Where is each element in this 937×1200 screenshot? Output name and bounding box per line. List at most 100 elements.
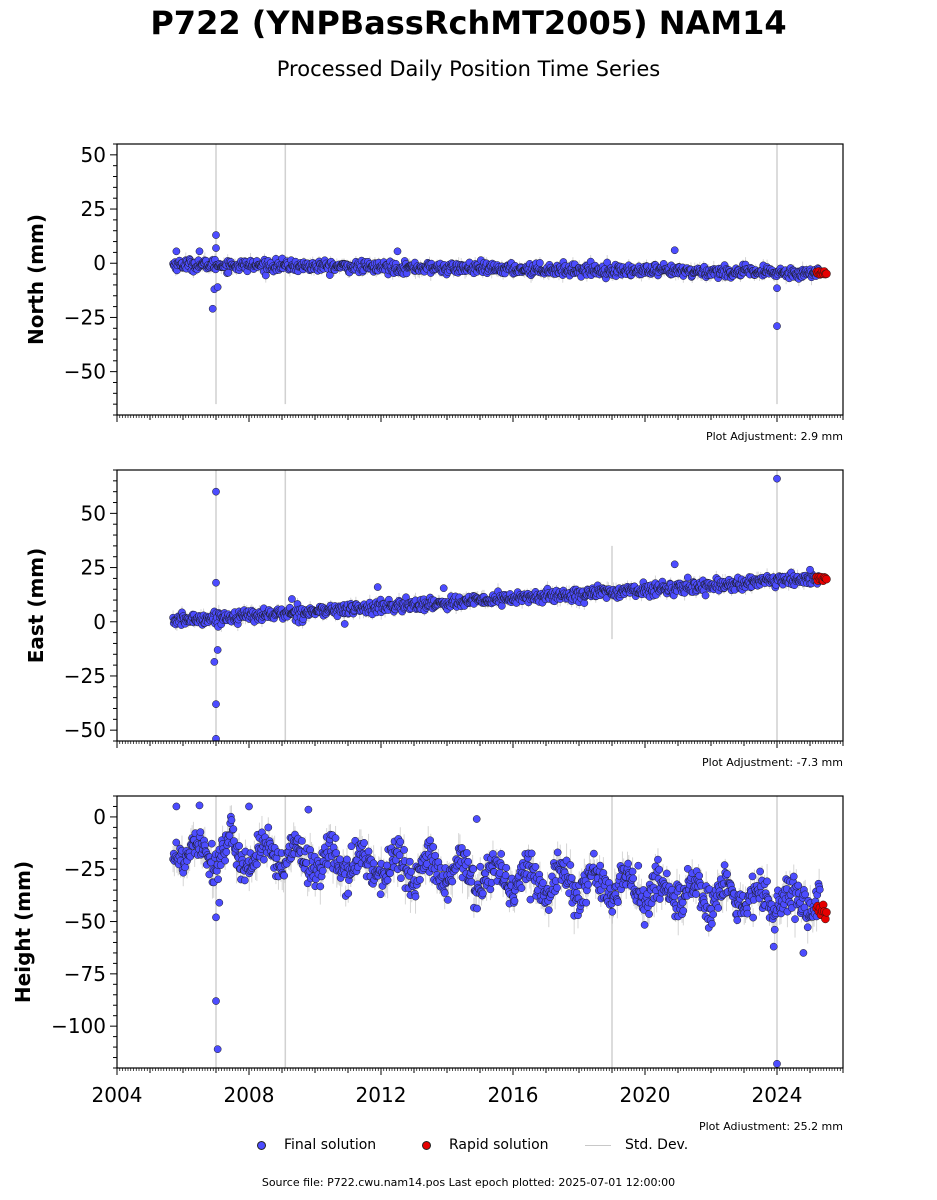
final-solution-point [344, 889, 353, 898]
chart-subtitle: Processed Daily Position Time Series [276, 57, 661, 81]
final-solution-outlier [212, 244, 220, 252]
final-solution-point [553, 848, 562, 857]
final-solution-outlier [210, 658, 219, 666]
north-final-points [169, 231, 824, 330]
final-solution-point [369, 859, 378, 868]
final-solution-point [347, 842, 356, 851]
final-solution-point [614, 898, 622, 906]
final-solution-point [634, 861, 643, 870]
final-solution-point [235, 842, 243, 850]
final-solution-outlier [212, 487, 220, 496]
east-final-points [169, 474, 824, 741]
final-solution-outlier [670, 560, 679, 569]
final-solution-point [683, 573, 692, 582]
final-solution-point [302, 859, 311, 867]
final-solution-point [486, 885, 495, 894]
final-solution-point [590, 849, 598, 858]
final-solution-outlier [212, 734, 220, 741]
final-solution-outlier [773, 322, 781, 330]
final-solution-point [396, 837, 405, 846]
north-y-axis-label: North (mm) [24, 214, 48, 345]
final-solution-point [260, 855, 268, 864]
final-solution-outlier [195, 247, 204, 256]
north-rapid-points [812, 267, 831, 279]
final-solution-point [517, 884, 526, 893]
y-tick-label: 50 [81, 501, 106, 525]
final-solution-point [640, 921, 649, 929]
final-solution-outlier [670, 246, 679, 255]
final-solution-point [448, 877, 457, 886]
east-y-axis-label: East (mm) [24, 548, 48, 664]
final-solution-outlier [212, 231, 220, 239]
rapid-solution-point [822, 574, 831, 584]
final-solution-point [423, 860, 431, 868]
final-solution-point [172, 838, 181, 847]
final-solution-point [539, 879, 547, 887]
final-solution-point [527, 849, 536, 858]
y-tick-label: −50 [64, 360, 106, 384]
final-solution-point [426, 836, 434, 845]
y-tick-label: 25 [81, 556, 106, 580]
rapid-solution-point [822, 269, 831, 279]
final-solution-point [280, 871, 289, 880]
east-plot-adjustment: Plot Adjustment: -7.3 mm [702, 756, 843, 769]
final-solution-outlier [172, 247, 181, 256]
final-solution-point [376, 890, 385, 899]
final-solution-point [603, 258, 612, 267]
east-rapid-points [812, 572, 831, 585]
height-plot-area [169, 796, 831, 1068]
y-tick-label: −50 [64, 718, 106, 742]
final-solution-point [444, 896, 452, 904]
east-panel: 50 25 0 −25 −50 East (mm) Plot Adjustment: -7.… [24, 469, 844, 769]
north-plot-adjustment: Plot Adjustment: 2.9 mm [706, 430, 843, 443]
final-solution-point [624, 859, 632, 868]
final-solution-point [531, 862, 540, 871]
final-solution-point [536, 259, 544, 267]
final-solution-point [383, 861, 391, 870]
final-solution-outlier [212, 578, 220, 587]
final-solution-point [331, 834, 340, 842]
final-solution-point [628, 867, 637, 876]
final-solution-point [298, 837, 306, 845]
east-plot-area [169, 470, 831, 741]
final-solution-point [469, 865, 478, 873]
final-solution-point [386, 869, 394, 878]
chart-title: P722 (YNPBassRchMT2005) NAM14 [150, 4, 787, 42]
final-solution-point [332, 849, 341, 857]
final-solution-outlier [213, 646, 222, 654]
final-solution-outlier [212, 700, 220, 708]
final-solution-point [429, 843, 438, 851]
final-solution-point [584, 880, 592, 889]
final-solution-point [395, 851, 404, 860]
final-solution-point [364, 847, 373, 856]
final-solution-point [229, 825, 238, 833]
y-tick-label: −25 [64, 305, 106, 329]
time-series-figure: 50 25 0 −25 −50 North (mm) Plot Adjustment: 2.… [11, 143, 844, 1130]
final-solution-point [553, 883, 561, 892]
y-tick-label: 50 [81, 143, 106, 167]
final-solution-point [397, 874, 405, 883]
final-solution-point [701, 591, 710, 600]
final-solution-point [501, 871, 510, 880]
final-solution-point [478, 889, 487, 898]
final-solution-point [227, 816, 236, 824]
final-solution-outlier [340, 620, 349, 628]
final-solution-point [440, 889, 449, 897]
y-tick-label: 0 [93, 251, 106, 275]
final-solution-outlier [373, 583, 382, 591]
final-solution-point [383, 876, 392, 885]
final-solution-point [645, 910, 653, 918]
final-solution-point [225, 831, 234, 840]
final-solution-point [544, 906, 553, 914]
north-panel: 50 25 0 −25 −50 North (mm) Plot Adjustment: 2.… [24, 143, 844, 443]
final-solution-point [526, 895, 535, 904]
final-solution-point [582, 898, 591, 907]
final-solution-outlier [439, 584, 448, 593]
final-solution-point [343, 855, 351, 864]
final-solution-point [316, 882, 325, 891]
final-solution-point [407, 867, 415, 876]
final-solution-outlier [213, 283, 222, 291]
final-solution-point [207, 839, 216, 848]
final-solution-point [416, 875, 424, 884]
final-solution-point [319, 866, 327, 875]
